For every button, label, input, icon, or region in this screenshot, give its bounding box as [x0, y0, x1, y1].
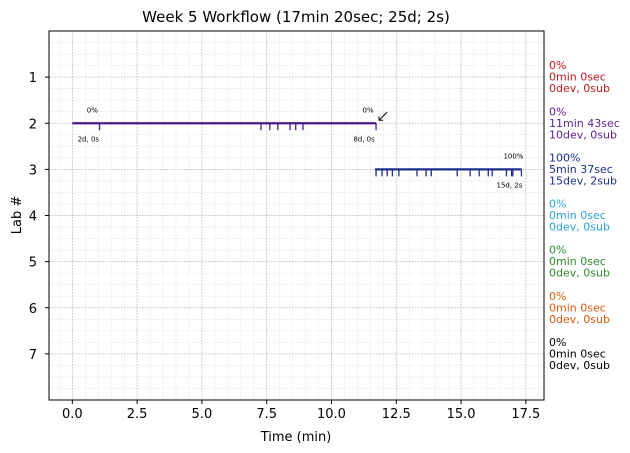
x-tick-label: 2.5: [127, 407, 148, 422]
y-tick-label: 7: [29, 348, 37, 363]
side-label-line: 0%: [549, 59, 566, 72]
side-label-line: 0%: [549, 105, 566, 118]
side-label-line: 5min 37sec: [549, 163, 613, 176]
bar-layer: 0% 2d, 0s 0% 8d, 0s 100% 15d, 2s: [72, 106, 524, 189]
side-label-line: 0dev, 0sub: [549, 267, 610, 280]
side-label-line: 0dev, 0sub: [549, 221, 610, 234]
pointer-arrow-head: [378, 116, 384, 121]
x-tick-label: 0.0: [62, 407, 83, 422]
y-tick-label: 4: [29, 210, 37, 225]
side-label-line: 100%: [549, 151, 580, 164]
x-tick-label: 15.0: [447, 407, 476, 422]
x-tick-label: 10.0: [317, 407, 346, 422]
y-tick-label: 3: [29, 163, 37, 178]
side-label-line: 0min 0sec: [549, 301, 606, 314]
side-label-line: 0min 0sec: [549, 255, 606, 268]
x-tick-label: 7.5: [256, 407, 277, 422]
side-label-line: 0dev, 0sub: [549, 82, 610, 95]
y-axis-label: Lab #: [10, 196, 25, 235]
side-label-line: 15dev, 2sub: [549, 174, 617, 187]
grid-layer: [49, 31, 544, 400]
side-label-line: 11min 43sec: [549, 117, 620, 130]
end-count-label: 15d, 2s: [496, 181, 522, 189]
chart-title: Week 5 Workflow (17min 20sec; 25d; 2s): [142, 8, 450, 26]
side-label-line: 0%: [549, 244, 566, 257]
x-tick-label: 12.5: [382, 407, 411, 422]
y-tick-label: 2: [29, 117, 37, 132]
pointer-arrow: [378, 111, 388, 121]
end-percent-label: 100%: [503, 152, 523, 160]
side-label-line: 0%: [549, 336, 566, 349]
x-axis-label: Time (min): [260, 430, 332, 445]
side-label-line: 0dev, 0sub: [549, 313, 610, 326]
side-label-line: 0min 0sec: [549, 71, 606, 84]
side-label-line: 0min 0sec: [549, 347, 606, 360]
start-percent-label: 0%: [87, 106, 98, 114]
end-count-label: 8d, 0s: [353, 135, 375, 143]
side-label-line: 0%: [549, 198, 566, 211]
tick-layer: 0.0 2.5 5.0 7.5 10.0 12.5 15.0 17.5 1 2 3 4 5 6 7: [29, 71, 541, 422]
y-tick-label: 6: [29, 302, 37, 317]
side-label-line: 0dev, 0sub: [549, 359, 610, 372]
y-tick-label: 5: [29, 256, 37, 271]
side-label-line: 0%: [549, 290, 566, 303]
x-tick-label: 17.5: [511, 407, 540, 422]
x-tick-label: 5.0: [192, 407, 213, 422]
side-label-line: 10dev, 0sub: [549, 128, 617, 141]
start-count-label: 2d, 0s: [78, 135, 100, 143]
side-label-line: 0min 0sec: [549, 209, 606, 222]
end-percent-label: 0%: [363, 106, 374, 114]
y-tick-label: 1: [29, 71, 37, 86]
